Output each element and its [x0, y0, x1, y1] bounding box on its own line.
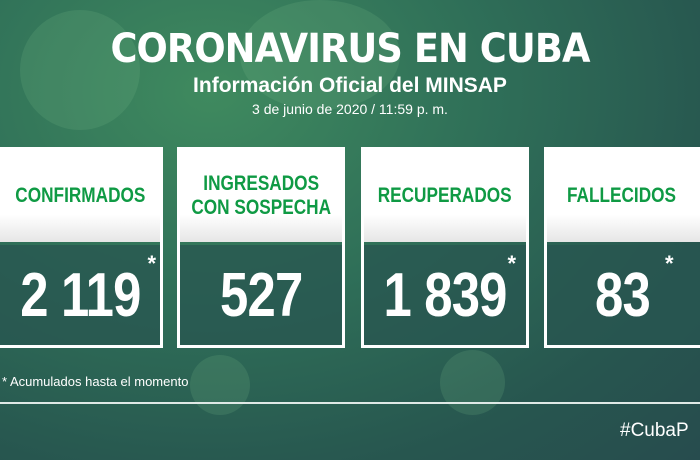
virus-decoration [20, 10, 140, 130]
card-label: INGRESADOS CON SOSPECHA [191, 172, 331, 219]
card-value: 527 [219, 260, 303, 330]
asterisk-icon: * [665, 251, 674, 276]
asterisk-icon: * [147, 251, 156, 276]
divider [0, 402, 700, 404]
virus-decoration [440, 350, 505, 415]
card-label: CONFIRMADOS [14, 184, 146, 207]
card-value: 2 119 [19, 260, 141, 330]
page-subtitle: Información Oficial del MINSAP [193, 74, 507, 97]
virus-decoration [190, 355, 250, 415]
card-value: 83 [594, 260, 651, 330]
page-title: CORONAVIRUS EN CUBA [110, 26, 590, 72]
asterisk-icon: * [507, 251, 516, 276]
card-label: FALLECIDOS [567, 184, 677, 207]
card-label: RECUPERADOS [378, 184, 512, 207]
footnote: * Acumulados hasta el momento [2, 374, 189, 389]
card-ingresados: INGRESADOS CON SOSPECHA 527 [177, 147, 345, 348]
hashtag: #CubaP [620, 420, 689, 441]
card-fallecidos: FALLECIDOS 83 * [544, 147, 700, 348]
card-recuperados: RECUPERADOS 1 839 * [361, 147, 529, 348]
report-date: 3 de junio de 2020 / 11:59 p. m. [252, 101, 448, 117]
card-confirmados: CONFIRMADOS 2 119 * [0, 147, 163, 348]
virus-decoration [240, 0, 400, 110]
card-value: 1 839 [383, 260, 507, 330]
